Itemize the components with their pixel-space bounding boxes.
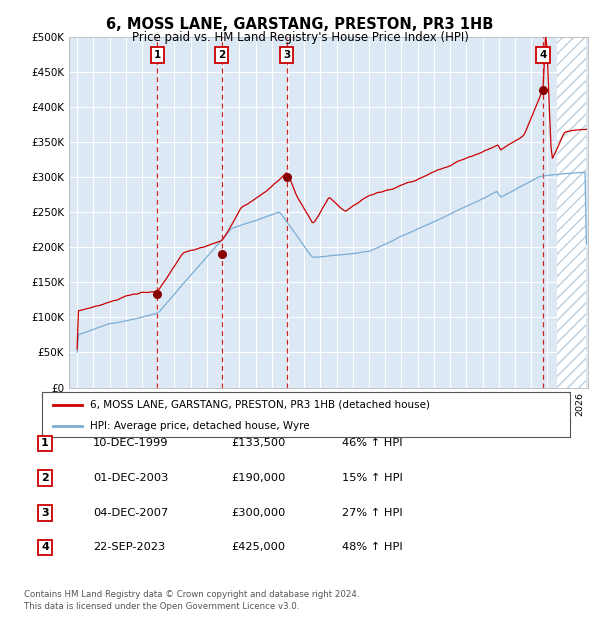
Text: 4: 4 — [539, 50, 547, 60]
Text: 2: 2 — [218, 50, 226, 60]
Text: £425,000: £425,000 — [231, 542, 285, 552]
Text: 48% ↑ HPI: 48% ↑ HPI — [342, 542, 403, 552]
Text: HPI: Average price, detached house, Wyre: HPI: Average price, detached house, Wyre — [89, 421, 309, 431]
Text: 3: 3 — [41, 508, 49, 518]
Text: Contains HM Land Registry data © Crown copyright and database right 2024.
This d: Contains HM Land Registry data © Crown c… — [24, 590, 359, 611]
Text: 46% ↑ HPI: 46% ↑ HPI — [342, 438, 403, 448]
Text: 4: 4 — [41, 542, 49, 552]
Text: 27% ↑ HPI: 27% ↑ HPI — [342, 508, 403, 518]
Text: 6, MOSS LANE, GARSTANG, PRESTON, PR3 1HB: 6, MOSS LANE, GARSTANG, PRESTON, PR3 1HB — [106, 17, 494, 32]
Text: 6, MOSS LANE, GARSTANG, PRESTON, PR3 1HB (detached house): 6, MOSS LANE, GARSTANG, PRESTON, PR3 1HB… — [89, 399, 430, 410]
Text: 1: 1 — [41, 438, 49, 448]
Text: 1: 1 — [154, 50, 161, 60]
Text: £190,000: £190,000 — [231, 473, 286, 483]
Text: £300,000: £300,000 — [231, 508, 286, 518]
Text: Price paid vs. HM Land Registry's House Price Index (HPI): Price paid vs. HM Land Registry's House … — [131, 31, 469, 44]
Text: 04-DEC-2007: 04-DEC-2007 — [93, 508, 168, 518]
Text: 22-SEP-2023: 22-SEP-2023 — [93, 542, 165, 552]
Text: 3: 3 — [283, 50, 290, 60]
Text: 2: 2 — [41, 473, 49, 483]
Text: £133,500: £133,500 — [231, 438, 286, 448]
Text: 10-DEC-1999: 10-DEC-1999 — [93, 438, 169, 448]
Text: 01-DEC-2003: 01-DEC-2003 — [93, 473, 169, 483]
Text: 15% ↑ HPI: 15% ↑ HPI — [342, 473, 403, 483]
